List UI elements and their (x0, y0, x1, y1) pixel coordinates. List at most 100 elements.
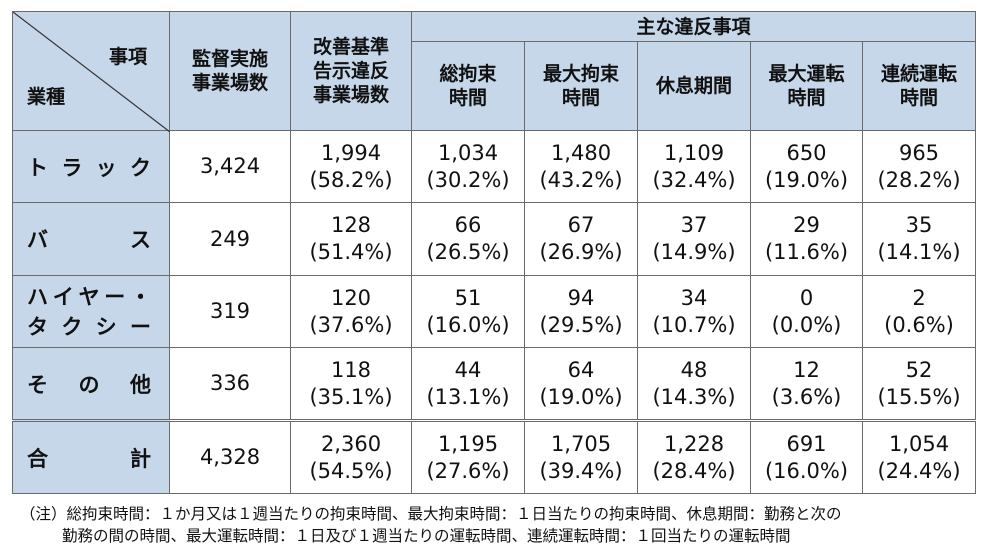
cell-count: 965 (898, 140, 940, 165)
cell-total-restraint: 1,034 (30.2%) (411, 130, 525, 203)
cell-count: 94 (567, 285, 595, 310)
cell-percent: (39.4%) (539, 458, 623, 483)
cell-continuous-driving: 1,054 (24.4%) (861, 419, 977, 494)
cell-count: 691 (786, 431, 827, 456)
cell-supervised: 3,424 (169, 130, 291, 203)
table-row: ト ラ ッ ク 3,424 1,994 (58.2%) 1,034 (30.2%) … (12, 130, 977, 203)
cell-count: 1,480 (550, 140, 612, 165)
cell-max-driving: 29 (11.6%) (750, 202, 863, 276)
cell-max-driving: 691 (16.0%) (750, 419, 863, 494)
cell-count: 2,360 (320, 431, 382, 456)
cell-count: 120 (330, 285, 372, 310)
cell-continuous-driving: 2 (0.6%) (861, 275, 977, 348)
row-label-char: ー (129, 314, 151, 339)
cell-count: 29 (793, 213, 820, 237)
cell-percent: (51.4%) (309, 240, 393, 264)
row-label-char: ラ (61, 155, 83, 180)
cell-supervised: 319 (169, 275, 291, 348)
row-label-char: ク (61, 314, 83, 339)
cell-violation: 120 (37.6%) (290, 275, 412, 348)
table-row: そ の 他 336 118 (35.1%) 44 (13.1%) 64 (19.0%)… (12, 347, 977, 421)
header-max-driving-l1: 最大運転 (768, 63, 845, 85)
cell-percent: (10.7%) (652, 312, 736, 337)
cell-rest-period: 48 (14.3%) (637, 347, 751, 421)
row-label-char: シ (95, 314, 117, 339)
row-label-char: ヤ (78, 284, 100, 309)
cell-rest-period: 37 (14.9%) (637, 202, 751, 276)
cell-supervised: 336 (169, 347, 291, 421)
cell-total-restraint: 51 (16.0%) (411, 275, 525, 348)
cell-violation: 2,360 (54.5%) (290, 419, 412, 494)
cell-count: 650 (786, 140, 827, 165)
cell-percent: (28.2%) (877, 167, 961, 192)
cell-max-restraint: 1,480 (43.2%) (524, 130, 638, 203)
row-label-char: タ (27, 314, 48, 339)
row-label-char: ハ (27, 284, 48, 309)
footnote: （注）総拘束時間：１か月又は１週当たりの拘束時間、最大拘束時間：１日当たりの拘束… (20, 503, 842, 547)
cell-percent: (0.0%) (771, 312, 842, 337)
cell-continuous-driving: 965 (28.2%) (861, 130, 977, 203)
cell-count: 12 (793, 357, 820, 382)
row-label-char: バ (27, 228, 48, 252)
header-supervised-line1: 監督実施 (191, 48, 268, 70)
cell-total-restraint: 66 (26.5%) (411, 202, 525, 276)
cell-percent: (58.2%) (309, 167, 393, 192)
row-label-char: 合 (27, 446, 48, 471)
cell-count: 34 (680, 285, 708, 310)
cell-count: 37 (680, 213, 708, 237)
cell-max-driving: 0 (0.0%) (750, 275, 863, 348)
header-total-restraint: 総拘束 時間 (411, 41, 525, 131)
cell-percent: (19.0%) (764, 167, 849, 192)
cell-percent: (30.2%) (426, 167, 510, 192)
corner-header: 事項 業種 (12, 11, 170, 132)
header-rest-period-l1: 休息期間 (655, 75, 732, 97)
violation-table: 事項 業種 監督実施 事業場数 改善基準 告示違反 事業場数 主な違反事項 総拘… (12, 11, 977, 494)
cell-percent: (14.1%) (877, 240, 961, 264)
cell-percent: (37.6%) (309, 312, 393, 337)
cell-count: 1,054 (888, 431, 950, 456)
cell-max-driving: 650 (19.0%) (750, 130, 863, 203)
cell-count: 1,195 (437, 431, 499, 456)
cell-count: 66 (454, 213, 482, 237)
cell-percent: (24.4%) (877, 458, 961, 483)
header-continuous-driving: 連続運転 時間 (861, 41, 977, 131)
row-label-char: ・ (130, 284, 151, 309)
cell-percent: (16.0%) (764, 458, 849, 483)
header-violation-line3: 事業場数 (312, 84, 389, 106)
cell-max-restraint: 67 (26.9%) (524, 202, 638, 276)
cell-count: 0 (799, 285, 814, 310)
cell-rest-period: 1,109 (32.4%) (637, 130, 751, 203)
cell-percent: (35.1%) (309, 384, 393, 409)
cell-violation: 128 (51.4%) (290, 202, 412, 276)
header-violation-line2: 告示違反 (312, 60, 389, 82)
cell-rest-period: 34 (10.7%) (637, 275, 751, 348)
cell-count: 1,109 (663, 140, 725, 165)
cell-count: 51 (454, 285, 482, 310)
header-continuous-driving-l1: 連続運転 (881, 63, 958, 85)
cell-count: 1,228 (663, 431, 725, 456)
row-label-char: ッ (95, 155, 117, 180)
row-label-hire-taxi: ハ イ ヤ ー ・ タ ク シ ー (12, 275, 170, 348)
row-label-other: そ の 他 (12, 347, 170, 421)
row-label-char: そ (27, 372, 48, 397)
header-max-driving-l2: 時間 (787, 87, 826, 109)
header-max-restraint: 最大拘束 時間 (524, 41, 638, 131)
cell-count: 118 (330, 357, 372, 382)
header-violation-line1: 改善基準 (312, 36, 389, 58)
row-label-truck: ト ラ ッ ク (12, 130, 170, 203)
header-supervised-line2: 事業場数 (191, 72, 268, 94)
cell-count: 1,034 (437, 140, 499, 165)
cell-count: 64 (567, 357, 595, 382)
cell-count: 35 (905, 213, 933, 237)
header-total-restraint-l2: 時間 (448, 87, 487, 109)
header-max-driving: 最大運転 時間 (750, 41, 863, 131)
cell-violation: 118 (35.1%) (290, 347, 412, 421)
row-label-char: ク (129, 155, 151, 180)
cell-percent: (28.4%) (652, 458, 736, 483)
cell-rest-period: 1,228 (28.4%) (637, 419, 751, 494)
cell-percent: (43.2%) (539, 167, 623, 192)
cell-max-restraint: 1,705 (39.4%) (524, 419, 638, 494)
cell-total-restraint: 1,195 (27.6%) (411, 419, 525, 494)
header-group-main-violations: 主な違反事項 (410, 11, 977, 42)
cell-supervised: 4,328 (169, 419, 291, 494)
